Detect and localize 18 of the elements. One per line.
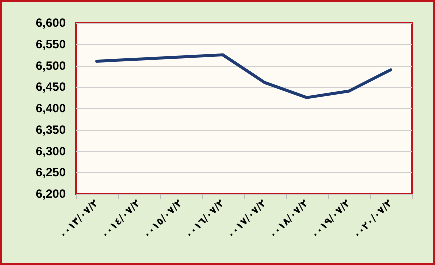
y-tick-label: 6,450 xyxy=(36,80,66,94)
x-tick-label: ٠٠٢٠/٠٧/٢ xyxy=(352,198,395,242)
y-tick-label: 6,200 xyxy=(36,187,66,201)
y-tick-label: 6,500 xyxy=(36,58,66,73)
x-tick-label: ٠٠١٦/٠٧/٢ xyxy=(184,198,227,242)
x-tick-label: ٠٠١٣/٠٧/٢ xyxy=(58,198,101,242)
line-series xyxy=(96,54,392,100)
y-tick-label: 6,550 xyxy=(36,37,66,52)
x-tick-label: ٠٠١٤/٠٧/٢ xyxy=(100,198,143,242)
y-tick-label: 6,600 xyxy=(36,16,66,30)
x-tick-label: ٠٠١٩/٠٧/٢ xyxy=(310,198,353,242)
y-tick-label: 6,400 xyxy=(36,102,66,116)
x-tick-label: ٠٠١٧/٠٧/٢ xyxy=(226,198,269,242)
y-tick-label: 6,350 xyxy=(36,122,66,137)
x-tick-label: ٠٠١٨/٠٧/٢ xyxy=(268,198,311,242)
x-tick-label: ٠٠١٥/٠٧/٢ xyxy=(142,198,185,242)
y-tick-label: 6,250 xyxy=(36,166,66,180)
y-tick-label: 6,300 xyxy=(36,144,66,158)
